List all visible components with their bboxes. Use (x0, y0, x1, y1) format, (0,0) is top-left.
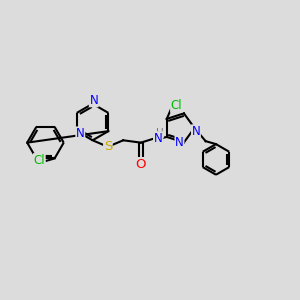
Text: N: N (89, 94, 98, 107)
Text: N: N (175, 136, 184, 149)
Text: Cl: Cl (34, 154, 45, 167)
Text: H: H (155, 128, 163, 138)
Text: N: N (76, 127, 85, 140)
Text: N: N (154, 132, 162, 145)
Text: Cl: Cl (171, 99, 182, 112)
Text: N: N (192, 125, 200, 138)
Text: S: S (104, 140, 112, 153)
Text: O: O (136, 158, 146, 171)
